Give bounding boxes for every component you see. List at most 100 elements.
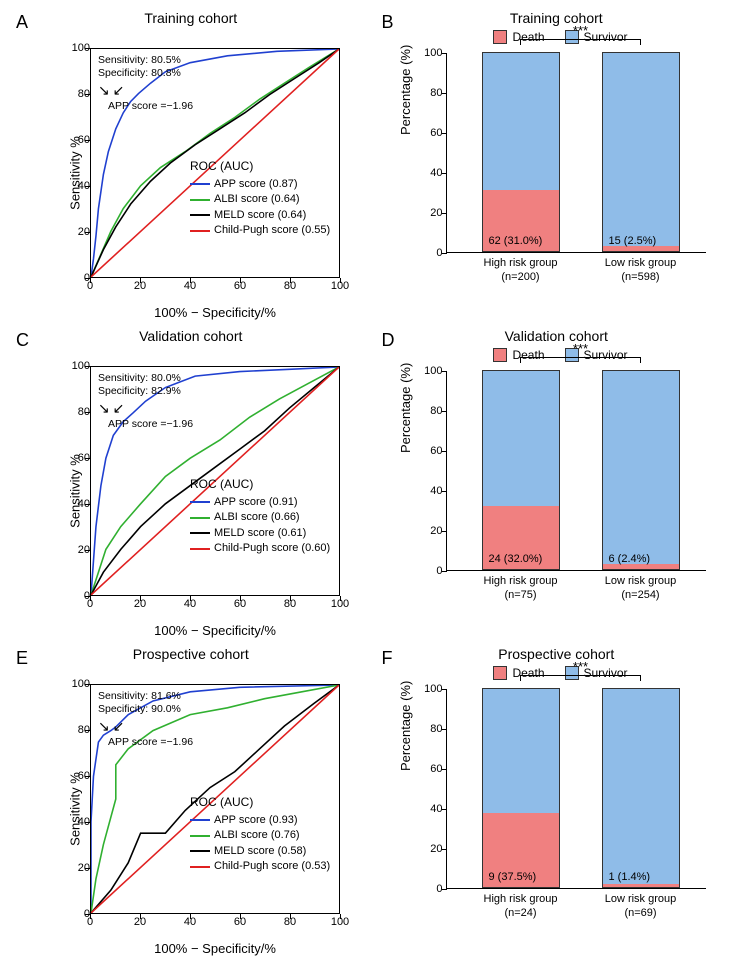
y-tick: 20 (430, 843, 442, 855)
y-tick: 80 (78, 406, 90, 418)
legend-item: ALBI score (0.76) (190, 828, 330, 843)
y-tick: 20 (430, 525, 442, 537)
y-axis-label: Sensitivity % (67, 454, 82, 528)
y-tick: 0 (436, 883, 442, 895)
significance-stars: *** (573, 659, 588, 674)
bar-segment-survivor (603, 689, 679, 884)
bar-panel: FProspective cohortDeathSurvivorPercenta… (376, 646, 738, 956)
y-axis-label: Percentage (%) (398, 681, 413, 771)
roc-plot-area: 020406080100020406080100Sensitivity %100… (40, 346, 370, 636)
legend-label: MELD score (0.64) (214, 208, 306, 223)
x-tick: 100 (331, 280, 349, 292)
chart-title: Training cohort (10, 10, 372, 26)
significance-bracket (521, 357, 641, 358)
bar-category-label: High risk group(n=24) (461, 888, 581, 921)
y-tick: 60 (430, 445, 442, 457)
bar-segment-survivor (603, 371, 679, 564)
x-tick: 60 (234, 916, 246, 928)
bar-segment-survivor (483, 371, 559, 506)
cutoff-annotation: Sensitivity: 81.6%Specificity: 90.0%↘ ↙A… (98, 690, 193, 749)
legend-label: Survivor (584, 30, 628, 44)
legend-title: ROC (AUC) (190, 158, 330, 175)
significance-bracket (521, 675, 641, 676)
bar-segment-death (603, 884, 679, 887)
stacked-bar: 15 (2.5%) (602, 52, 680, 252)
bar-segment-survivor (603, 53, 679, 246)
cutoff-annotation: Sensitivity: 80.5%Specificity: 80.8%↘ ↙A… (98, 54, 193, 113)
y-tick: 0 (436, 247, 442, 259)
y-tick: 20 (78, 226, 90, 238)
legend-label: APP score (0.93) (214, 813, 298, 828)
panel-label: C (16, 330, 29, 351)
y-tick: 100 (424, 365, 442, 377)
panel-label: A (16, 12, 28, 33)
roc-legend: ROC (AUC) APP score (0.87)ALBI score (0.6… (190, 158, 330, 238)
roc-panel: ATraining cohort020406080100020406080100… (10, 10, 372, 320)
chart-title: Training cohort (376, 10, 738, 26)
legend-label: Death (512, 30, 544, 44)
legend-label: Survivor (584, 348, 628, 362)
roc-plot-area: 020406080100020406080100Sensitivity %100… (40, 28, 370, 318)
significance-stars: *** (573, 23, 588, 38)
y-tick: 100 (424, 683, 442, 695)
bar-value-label: 24 (32.0%) (489, 553, 543, 565)
x-tick: 60 (234, 280, 246, 292)
bar-plot-area: DeathSurvivorPercentage (%)0204060801009… (396, 666, 726, 956)
y-tick: 100 (72, 678, 90, 690)
y-tick: 20 (430, 207, 442, 219)
y-tick: 100 (72, 42, 90, 54)
x-tick: 80 (284, 280, 296, 292)
y-tick: 40 (430, 167, 442, 179)
roc-panel: CValidation cohort0204060801000204060801… (10, 328, 372, 638)
y-tick: 80 (78, 724, 90, 736)
cutoff-annotation: Sensitivity: 80.0%Specificity: 82.9%↘ ↙A… (98, 372, 193, 431)
legend-label: Child-Pugh score (0.55) (214, 223, 330, 238)
y-axis-label: Sensitivity % (67, 136, 82, 210)
x-tick: 100 (331, 598, 349, 610)
chart-title: Prospective cohort (376, 646, 738, 662)
y-tick: 60 (430, 763, 442, 775)
legend-item: APP score (0.91) (190, 495, 330, 510)
roc-panel: EProspective cohort020406080100020406080… (10, 646, 372, 956)
legend-label: MELD score (0.58) (214, 844, 306, 859)
chart-title: Validation cohort (10, 328, 372, 344)
y-tick: 80 (430, 87, 442, 99)
legend-item: APP score (0.93) (190, 813, 330, 828)
panel-label: F (382, 648, 393, 669)
stacked-bar: 6 (2.4%) (602, 370, 680, 570)
legend-label: APP score (0.91) (214, 495, 298, 510)
stacked-bar: 24 (32.0%) (482, 370, 560, 570)
legend-label: Child-Pugh score (0.53) (214, 859, 330, 874)
x-tick: 0 (87, 598, 93, 610)
x-axis-label: 100% − Specificity/% (154, 305, 276, 320)
y-tick: 0 (436, 565, 442, 577)
x-tick: 20 (134, 280, 146, 292)
y-axis-label: Sensitivity % (67, 772, 82, 846)
x-tick: 20 (134, 598, 146, 610)
legend-label: ALBI score (0.64) (214, 192, 300, 207)
x-tick: 80 (284, 598, 296, 610)
bar-panel: DValidation cohortDeathSurvivorPercentag… (376, 328, 738, 638)
y-tick: 40 (430, 803, 442, 815)
legend-label: MELD score (0.61) (214, 526, 306, 541)
legend-label: APP score (0.87) (214, 177, 298, 192)
legend-item: MELD score (0.58) (190, 844, 330, 859)
y-tick: 80 (430, 723, 442, 735)
bar-category-label: High risk group(n=75) (461, 570, 581, 603)
bar-category-label: High risk group(n=200) (461, 252, 581, 285)
y-tick: 80 (78, 88, 90, 100)
legend-item: Child-Pugh score (0.53) (190, 859, 330, 874)
y-axis-label: Percentage (%) (398, 363, 413, 453)
chart-title: Prospective cohort (10, 646, 372, 662)
panel-label: D (382, 330, 395, 351)
x-axis-label: 100% − Specificity/% (154, 623, 276, 638)
y-tick: 80 (430, 405, 442, 417)
x-tick: 40 (184, 280, 196, 292)
significance-stars: *** (573, 341, 588, 356)
legend-label: Survivor (584, 666, 628, 680)
chart-title: Validation cohort (376, 328, 738, 344)
stacked-bar: 62 (31.0%) (482, 52, 560, 252)
bar-value-label: 62 (31.0%) (489, 235, 543, 247)
bar-value-label: 15 (2.5%) (609, 235, 657, 247)
x-tick: 40 (184, 598, 196, 610)
